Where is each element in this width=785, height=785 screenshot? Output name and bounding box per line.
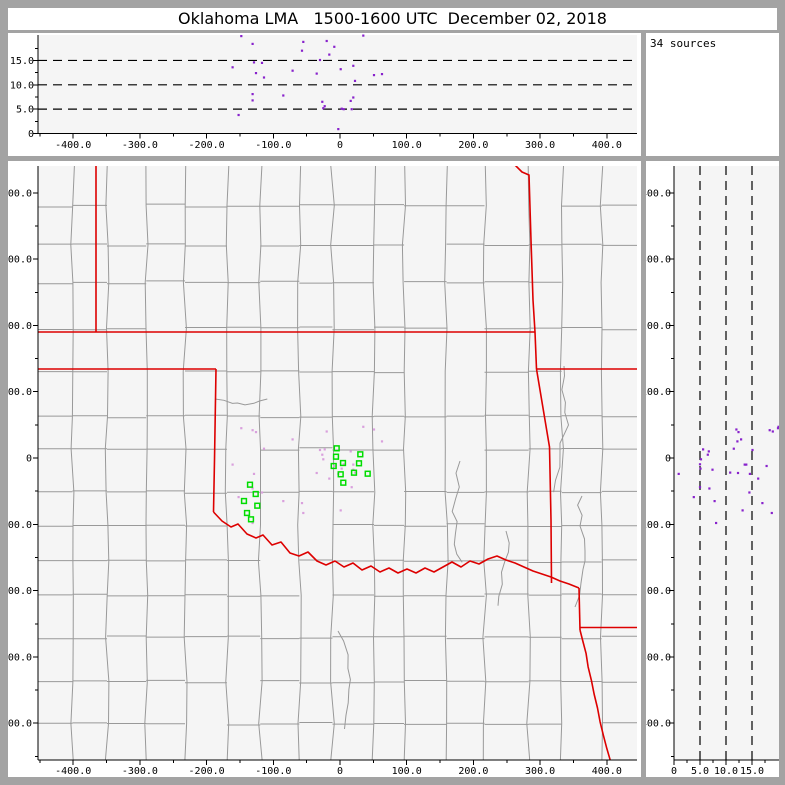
svg-text:10.0: 10.0 xyxy=(10,80,34,91)
plan-view-map: -400.0 -400.0 -300.0 -300.0 -200.0 -200.0 -100… xyxy=(8,166,637,777)
svg-text:-300.0: -300.0 xyxy=(8,652,32,663)
svg-text:0: 0 xyxy=(28,129,34,140)
svg-text:15.0: 15.0 xyxy=(10,56,34,67)
svg-text:300.0: 300.0 xyxy=(646,255,671,266)
svg-text:300.0: 300.0 xyxy=(525,140,555,151)
vhf-sources-plan xyxy=(231,425,384,525)
svg-text:-200.0: -200.0 xyxy=(646,586,671,597)
alt-ns-axes xyxy=(669,166,779,765)
svg-text:-300.0: -300.0 xyxy=(122,140,158,151)
page-title: Oklahoma LMA 1500-1600 UTC December 02, … xyxy=(8,8,777,30)
svg-text:5.0: 5.0 xyxy=(691,766,709,777)
svg-text:-100.0: -100.0 xyxy=(255,140,291,151)
svg-text:200.0: 200.0 xyxy=(8,321,32,332)
svg-text:400.0: 400.0 xyxy=(8,188,32,199)
lma-stations xyxy=(240,445,371,523)
alt-ns-tick-labels: 0 5.0 10.015.0 -400.0 -300.0 -200.0 -100.0 0 100… xyxy=(646,188,764,777)
vhf-sources-ew-profile xyxy=(231,34,384,131)
svg-text:0: 0 xyxy=(671,766,677,777)
plan-view-tick-labels: -400.0 -400.0 -300.0 -300.0 -200.0 -200.0 -100… xyxy=(8,188,622,777)
altitude-vs-ns-plot: 0 5.0 10.015.0 -400.0 -300.0 -200.0 -100.0 0 100… xyxy=(646,166,779,777)
svg-text:400.0: 400.0 xyxy=(646,188,671,199)
altitude-vs-ew-plot: -400.0 -300.0 -200.0 -100.0 0 100.0 200.0 300.0… xyxy=(10,34,637,151)
svg-text:-400.0: -400.0 xyxy=(646,719,671,730)
svg-text:-100.0: -100.0 xyxy=(255,766,291,777)
svg-text:-300.0: -300.0 xyxy=(646,652,671,663)
svg-text:-100.0: -100.0 xyxy=(8,520,32,531)
svg-text:100.0: 100.0 xyxy=(392,140,422,151)
svg-text:5.0: 5.0 xyxy=(16,105,34,116)
altitude-vs-ew-panel: -400.0 -300.0 -200.0 -100.0 0 100.0 200.0 300.0… xyxy=(8,33,641,156)
svg-text:200.0: 200.0 xyxy=(458,766,488,777)
svg-text:100.0: 100.0 xyxy=(392,766,422,777)
svg-text:15.0: 15.0 xyxy=(740,766,764,777)
svg-text:400.0: 400.0 xyxy=(592,140,622,151)
svg-text:0: 0 xyxy=(337,766,343,777)
alt-ew-axes xyxy=(33,35,637,139)
source-count-label: 34 sources xyxy=(650,37,717,50)
alt-ew-tick-labels: -400.0 -300.0 -200.0 -100.0 0 100.0 200.0 300.0… xyxy=(10,56,622,151)
svg-text:0: 0 xyxy=(337,140,343,151)
plan-view-map-panel: -400.0 -400.0 -300.0 -300.0 -200.0 -200.0 -100… xyxy=(8,161,641,777)
svg-text:0: 0 xyxy=(26,454,32,465)
state-borders xyxy=(38,166,637,760)
svg-text:-200.0: -200.0 xyxy=(189,140,225,151)
svg-text:-200.0: -200.0 xyxy=(8,586,32,597)
svg-text:-200.0: -200.0 xyxy=(189,766,225,777)
svg-text:-300.0: -300.0 xyxy=(122,766,158,777)
svg-text:100.0: 100.0 xyxy=(646,387,671,398)
svg-text:-400.0: -400.0 xyxy=(55,140,91,151)
svg-text:200.0: 200.0 xyxy=(458,140,488,151)
county-lines xyxy=(38,166,637,760)
vhf-sources-ns-profile xyxy=(677,425,779,525)
plan-view-axes xyxy=(33,166,637,765)
svg-text:10.0: 10.0 xyxy=(714,766,738,777)
svg-text:200.0: 200.0 xyxy=(646,321,671,332)
svg-text:-100.0: -100.0 xyxy=(646,520,671,531)
svg-text:400.0: 400.0 xyxy=(592,766,622,777)
svg-text:-400.0: -400.0 xyxy=(55,766,91,777)
svg-text:0: 0 xyxy=(665,454,671,465)
svg-text:300.0: 300.0 xyxy=(8,255,32,266)
altitude-vs-ns-panel: 0 5.0 10.015.0 -400.0 -300.0 -200.0 -100.0 0 100… xyxy=(646,161,779,777)
svg-text:300.0: 300.0 xyxy=(525,766,555,777)
altitude-dashed-gridlines xyxy=(38,59,637,110)
source-count-panel: 34 sources xyxy=(646,33,779,156)
altitude-dashed-gridlines-right xyxy=(699,166,753,760)
svg-text:-400.0: -400.0 xyxy=(8,719,32,730)
svg-text:100.0: 100.0 xyxy=(8,387,32,398)
